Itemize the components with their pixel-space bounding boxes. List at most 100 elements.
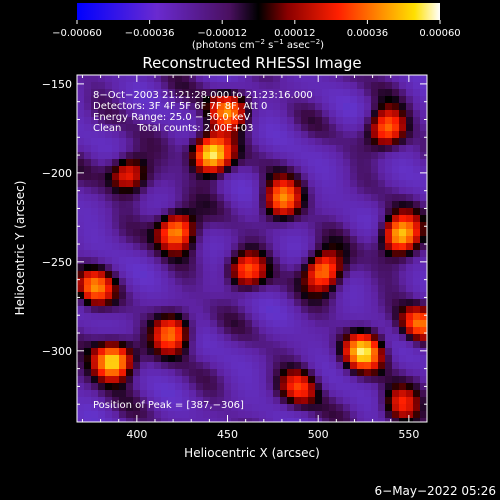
heatmap-cell [315, 390, 322, 397]
heatmap-cell [154, 404, 161, 411]
heatmap-cell [91, 208, 98, 215]
heatmap-cell [168, 166, 175, 173]
heatmap-cell [301, 306, 308, 313]
heatmap-cell [98, 348, 105, 355]
heatmap-cell [315, 404, 322, 411]
heatmap-cell [147, 348, 154, 355]
heatmap-cell [147, 194, 154, 201]
heatmap-cell [413, 257, 420, 264]
heatmap-cell [154, 334, 161, 341]
heatmap-cell [182, 376, 189, 383]
heatmap-cell [406, 250, 413, 257]
heatmap-cell [98, 145, 105, 152]
heatmap-cell [266, 348, 273, 355]
heatmap-cell [91, 131, 98, 138]
heatmap-cell [196, 103, 203, 110]
heatmap-cell [301, 152, 308, 159]
heatmap-cell [182, 215, 189, 222]
heatmap-cell [357, 229, 364, 236]
heatmap-cell [217, 152, 224, 159]
heatmap-cell [406, 306, 413, 313]
heatmap-cell [196, 110, 203, 117]
heatmap-cell [126, 131, 133, 138]
heatmap-cell [196, 369, 203, 376]
heatmap-cell [399, 313, 406, 320]
heatmap-cell [210, 292, 217, 299]
heatmap-cell [189, 271, 196, 278]
heatmap-cell [294, 75, 301, 82]
heatmap-cell [189, 362, 196, 369]
colorbar-tick-label: 0.00060 [419, 28, 460, 39]
heatmap-cell [203, 145, 210, 152]
heatmap-cell [210, 327, 217, 334]
heatmap-cell [126, 313, 133, 320]
heatmap-cell [308, 96, 315, 103]
heatmap-cell [112, 278, 119, 285]
heatmap-cell [196, 117, 203, 124]
heatmap-cell [399, 306, 406, 313]
heatmap-cell [399, 89, 406, 96]
heatmap-cell [126, 159, 133, 166]
heatmap-cell [350, 236, 357, 243]
heatmap-cell [371, 229, 378, 236]
heatmap-cell [154, 117, 161, 124]
heatmap-cell [273, 229, 280, 236]
heatmap-cell [105, 166, 112, 173]
heatmap-cell [112, 138, 119, 145]
heatmap-cell [378, 362, 385, 369]
heatmap-cell [280, 110, 287, 117]
heatmap-cell [105, 418, 112, 422]
heatmap-cell [168, 285, 175, 292]
heatmap-cell [315, 229, 322, 236]
heatmap-cell [182, 82, 189, 89]
heatmap-cell [91, 348, 98, 355]
heatmap-cell [133, 250, 140, 257]
heatmap-cell [84, 362, 91, 369]
heatmap-cell [371, 82, 378, 89]
heatmap-cell [322, 96, 329, 103]
heatmap-cell [378, 334, 385, 341]
heatmap-cell [357, 103, 364, 110]
heatmap-cell [224, 201, 231, 208]
heatmap-cell [112, 222, 119, 229]
heatmap-cell [385, 222, 392, 229]
heatmap-cell [385, 306, 392, 313]
heatmap-cell [392, 390, 399, 397]
heatmap-cell [77, 355, 84, 362]
heatmap-cell [315, 82, 322, 89]
heatmap-cell [357, 362, 364, 369]
heatmap-cell [336, 159, 343, 166]
heatmap-cell [196, 313, 203, 320]
heatmap-cell [196, 327, 203, 334]
heatmap-cell [161, 208, 168, 215]
heatmap-cell [189, 75, 196, 82]
heatmap-cell [77, 299, 84, 306]
heatmap-cell [287, 390, 294, 397]
heatmap-cell [84, 418, 91, 422]
heatmap-cell [147, 404, 154, 411]
heatmap-cell [168, 397, 175, 404]
heatmap-cell [385, 215, 392, 222]
heatmap-cell [266, 145, 273, 152]
heatmap-cell [147, 390, 154, 397]
heatmap-cell [308, 376, 315, 383]
heatmap-cell [413, 264, 420, 271]
heatmap-cell [392, 187, 399, 194]
heatmap-cell [168, 103, 175, 110]
y-tick-label: −300 [42, 345, 72, 358]
heatmap-cell [119, 103, 126, 110]
heatmap-cell [189, 397, 196, 404]
heatmap-cell [182, 75, 189, 82]
heatmap-cell [91, 334, 98, 341]
heatmap-cell [413, 285, 420, 292]
heatmap-cell [329, 96, 336, 103]
heatmap-cell [252, 173, 259, 180]
heatmap-cell [315, 89, 322, 96]
heatmap-cell [322, 341, 329, 348]
heatmap-cell [231, 306, 238, 313]
heatmap-cell [98, 271, 105, 278]
heatmap-cell [189, 159, 196, 166]
heatmap-cell [357, 306, 364, 313]
heatmap-cell [105, 110, 112, 117]
heatmap-cell [210, 124, 217, 131]
